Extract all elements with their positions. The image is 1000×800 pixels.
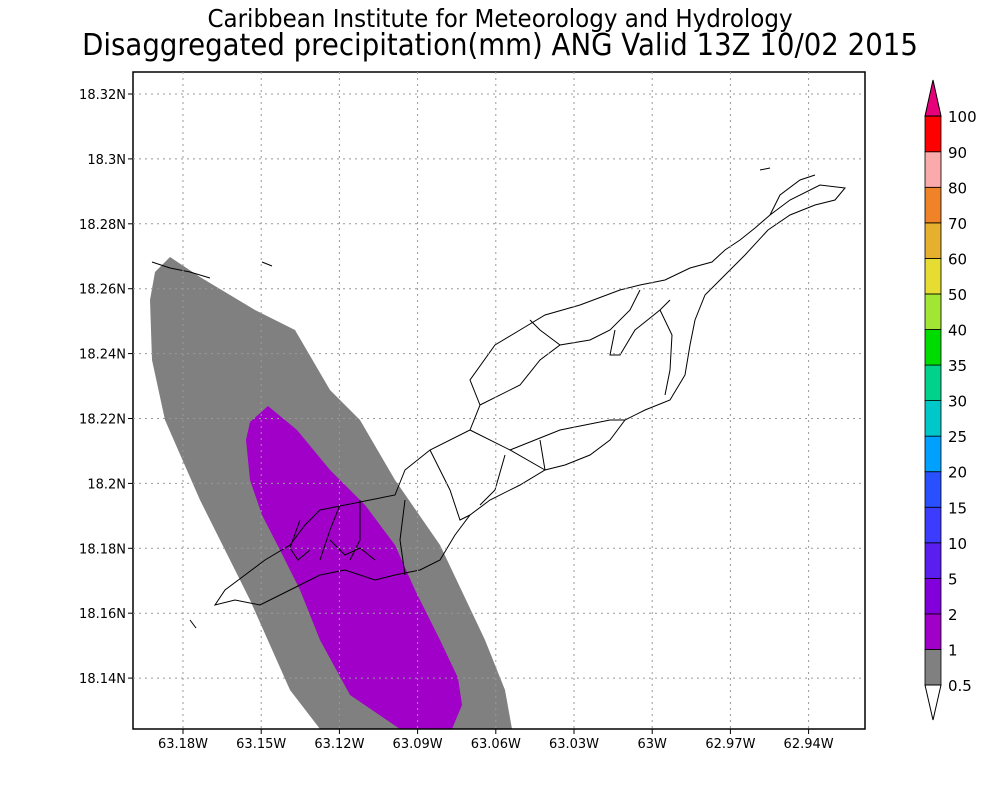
colorbar-label: 0.5 bbox=[948, 677, 972, 695]
x-tick-label: 63W bbox=[637, 737, 667, 752]
y-tick-label: 18.3N bbox=[87, 153, 126, 168]
y-tick-label: 18.16N bbox=[79, 607, 126, 622]
x-tick-label: 63.12W bbox=[314, 737, 364, 752]
y-tick-label: 18.18N bbox=[79, 542, 126, 557]
plot-frame bbox=[132, 71, 866, 730]
colorbar-label: 90 bbox=[948, 144, 967, 162]
colorbar-label: 2 bbox=[948, 606, 958, 624]
colorbar-swatch bbox=[924, 506, 942, 544]
axis-ticks bbox=[128, 93, 810, 734]
y-tick-label: 18.24N bbox=[79, 348, 126, 363]
colorbar-label: 80 bbox=[948, 179, 967, 197]
x-tick-label: 63.18W bbox=[158, 737, 208, 752]
y-tick-label: 18.2N bbox=[87, 477, 126, 492]
chart-subtitle: Disaggregated precipitation(mm) ANG Vali… bbox=[82, 28, 918, 63]
colorbar-swatch bbox=[924, 257, 942, 295]
colorbar-label: 10 bbox=[948, 535, 967, 553]
colorbar-swatch bbox=[924, 186, 942, 224]
x-tick-label: 63.15W bbox=[236, 737, 286, 752]
y-tick-label: 18.32N bbox=[79, 88, 126, 103]
colorbar-swatch bbox=[924, 151, 942, 188]
colorbar-swatch bbox=[924, 293, 942, 330]
chart-title: Caribbean Institute for Meteorology and … bbox=[207, 4, 793, 33]
colorbar-swatch bbox=[924, 435, 942, 473]
x-tick-label: 63.09W bbox=[393, 737, 443, 752]
y-tick-label: 18.28N bbox=[79, 218, 126, 233]
colorbar-label: 20 bbox=[948, 464, 967, 482]
colorbar-min-arrow bbox=[924, 684, 942, 721]
y-tick-label: 18.14N bbox=[79, 672, 126, 687]
precip-area-1mm bbox=[246, 406, 462, 729]
colorbar-max-arrow bbox=[924, 79, 942, 117]
colorbar-label: 70 bbox=[948, 215, 967, 233]
colorbar-label: 100 bbox=[948, 108, 977, 126]
x-tick-label: 62.97W bbox=[705, 737, 755, 752]
colorbar-label: 30 bbox=[948, 393, 967, 411]
y-tick-label: 18.22N bbox=[79, 413, 126, 428]
x-tick-label: 63.06W bbox=[471, 737, 521, 752]
colorbar-swatch bbox=[924, 471, 942, 508]
colorbar-swatch bbox=[924, 329, 942, 366]
colorbar-swatch bbox=[924, 364, 942, 401]
colorbar-swatch bbox=[924, 577, 942, 615]
colorbar-label: 40 bbox=[948, 322, 967, 340]
colorbar-label: 60 bbox=[948, 250, 967, 268]
y-axis-labels: 18.32N 18.3N 18.28N 18.26N 18.24N 18.22N 18.2N… bbox=[79, 88, 126, 687]
x-tick-label: 62.94W bbox=[784, 737, 834, 752]
colorbar-label: 15 bbox=[948, 499, 967, 517]
colorbar-label: 25 bbox=[948, 428, 967, 446]
y-tick-label: 18.26N bbox=[79, 283, 126, 298]
colorbar-swatch bbox=[924, 400, 942, 437]
colorbar-swatch bbox=[924, 649, 942, 686]
colorbar-label: 35 bbox=[948, 357, 967, 375]
colorbar-label: 50 bbox=[948, 286, 967, 304]
colorbar-label: 1 bbox=[948, 641, 958, 659]
colorbar-swatch bbox=[924, 542, 942, 579]
anguilla-outline bbox=[151, 167, 846, 629]
colorbar-swatch bbox=[924, 613, 942, 650]
x-tick-label: 63.03W bbox=[549, 737, 599, 752]
colorbar-label: 5 bbox=[948, 570, 958, 588]
map-grid bbox=[133, 72, 865, 729]
colorbar-swatch bbox=[924, 115, 942, 153]
x-axis-labels: 63.18W 63.15W 63.12W 63.09W 63.06W 63.03W 63W 6… bbox=[158, 737, 834, 752]
colorbar-swatch bbox=[924, 222, 942, 259]
